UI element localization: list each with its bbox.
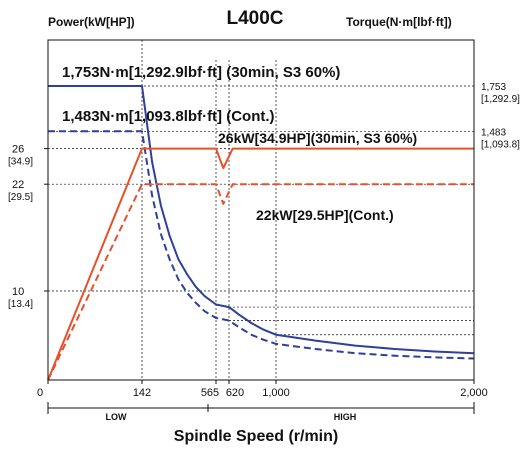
annotation-power-30min: 26kW[34.9HP](30min, S3 60%) — [218, 130, 417, 146]
torque-tick-sublabel: [1,093.8] — [481, 139, 520, 150]
torque-30min-line — [48, 85, 475, 355]
chart-title: L400C — [226, 8, 283, 29]
annotation-torque-30min: 1,753N·m[1,292.9lbf·ft] (30min, S3 60%) — [62, 64, 340, 81]
gear-range-bar: LOW HIGH — [47, 402, 475, 422]
annotation-torque-cont: 1,483N·m[1,093.8lbf·ft] (Cont.) — [62, 108, 275, 125]
power-tick-label: 22 — [12, 179, 24, 191]
torque-tick-label: 1,483 — [481, 127, 506, 138]
power-tick-label: 26 — [12, 144, 24, 156]
gear-range-high: HIGH — [334, 412, 357, 422]
power-tick-sublabel: [34.9] — [8, 157, 33, 168]
torque-tick-sublabel: [1,292.9] — [481, 94, 520, 105]
gear-range-low: LOW — [106, 412, 127, 422]
plot-frame — [47, 39, 475, 381]
torque-axis-label: Torque(N·m[lbf·ft]) — [346, 15, 452, 29]
torque-tick-label: 1,753 — [481, 82, 506, 93]
power-tick-label: 10 — [12, 286, 24, 298]
x-tick-label: 2,000 — [460, 387, 488, 399]
power-axis-label: Power(kW[HP]) — [48, 15, 135, 29]
power-tick-sublabel: [13.4] — [8, 299, 33, 310]
power-tick-sublabel: [29.5] — [8, 192, 33, 203]
torque-cont-line — [48, 130, 475, 360]
tick-labels: 26[34.9] 22[29.5] 10[13.4] 1,753[1,292.9] 1,… — [8, 82, 520, 399]
x-tick-label: 620 — [226, 387, 244, 399]
power-30min-line — [47, 147, 474, 381]
x-tick-label: 1,000 — [262, 387, 290, 399]
x-tick-label: 565 — [201, 387, 219, 399]
x-tick-label: 0 — [37, 387, 43, 399]
series-layer — [47, 85, 475, 381]
annotation-power-cont: 22kW[29.5HP](Cont.) — [256, 207, 394, 223]
x-axis-title: Spindle Speed (r/min) — [174, 428, 338, 445]
x-tick-label: 142 — [133, 387, 151, 399]
power-cont-line — [47, 183, 474, 381]
